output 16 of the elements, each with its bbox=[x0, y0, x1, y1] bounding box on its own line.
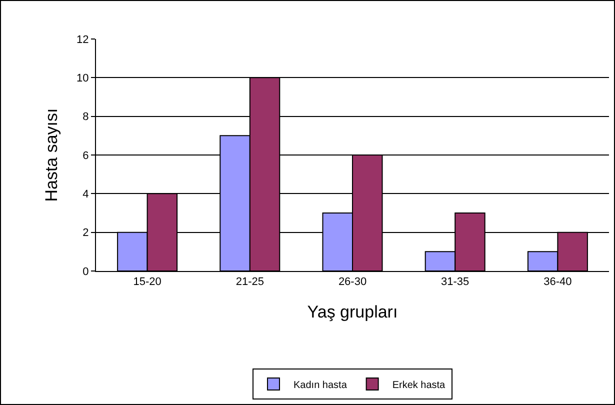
y-tick-label: 6 bbox=[82, 150, 89, 162]
legend-label: Kadın hasta bbox=[294, 380, 348, 391]
x-tick-label: 21-25 bbox=[236, 276, 264, 288]
x-axis-title: Yaş grupları bbox=[307, 302, 398, 322]
x-tick-label: 36-40 bbox=[544, 276, 572, 288]
x-tick-label: 31-35 bbox=[441, 276, 470, 288]
y-tick-label: 2 bbox=[82, 227, 89, 240]
x-tick-label: 26-30 bbox=[338, 276, 367, 288]
y-tick-label: 10 bbox=[76, 72, 89, 85]
y-tick-label: 4 bbox=[82, 188, 89, 201]
x-tick-label: 15-20 bbox=[133, 276, 162, 288]
y-tick-label: 0 bbox=[82, 266, 89, 278]
y-tick-label: 12 bbox=[76, 34, 89, 46]
legend-label: Erkek hasta bbox=[392, 380, 446, 391]
y-tick-label: 8 bbox=[82, 111, 89, 124]
y-axis-title: Hasta sayısı bbox=[42, 108, 62, 202]
